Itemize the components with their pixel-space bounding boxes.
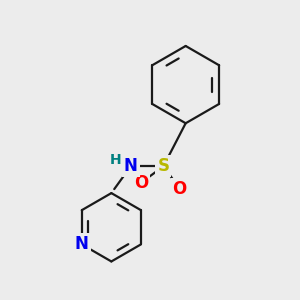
Text: N: N <box>75 236 89 253</box>
Text: O: O <box>134 174 148 192</box>
Text: H: H <box>110 153 122 167</box>
Text: N: N <box>124 157 138 175</box>
Text: O: O <box>172 180 187 198</box>
Text: S: S <box>158 157 169 175</box>
